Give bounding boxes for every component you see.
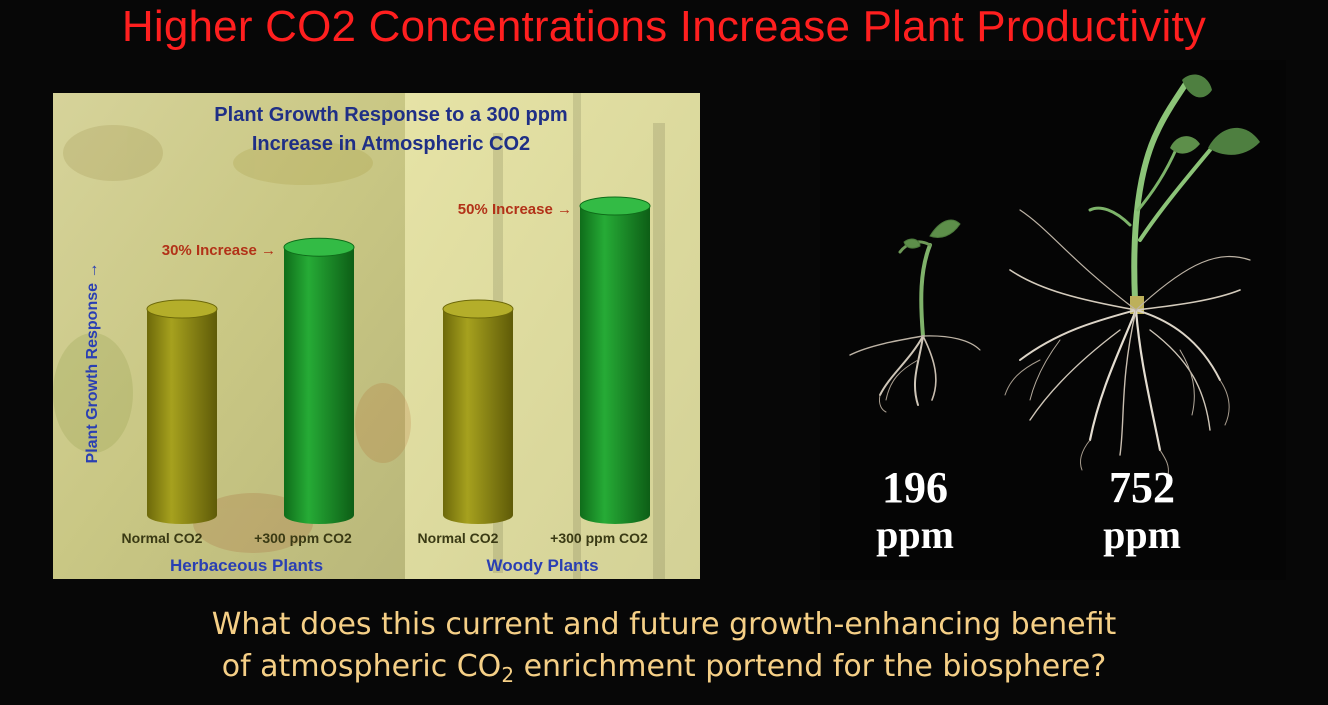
y-axis-label: Plant Growth Response → — [84, 263, 101, 464]
plant-photo-panel: 196 ppm 752 ppm — [820, 60, 1286, 580]
bar-woody-elevated — [579, 196, 651, 524]
slide-title: Higher CO2 Concentrations Increase Plant… — [121, 2, 1207, 51]
increase-annotation-woody: 50% Increase → — [458, 201, 572, 218]
bar-herbaceous-normal — [146, 299, 218, 524]
high-co2-unit: ppm — [1103, 512, 1181, 557]
large-plant-image — [1004, 74, 1260, 476]
bar-chart: Plant Growth Response to a 300 ppm Incre… — [53, 93, 700, 579]
low-co2-value: 196 — [882, 463, 948, 512]
group-label-herbaceous: Herbaceous Plants — [170, 556, 323, 575]
question-text: What does this current and future growth… — [0, 604, 1328, 696]
bar-woody-normal — [442, 299, 514, 524]
category-label-herbaceous-elevated: +300 ppm CO2 — [254, 530, 352, 546]
bar-herbaceous-elevated — [283, 237, 355, 524]
background-texture — [53, 93, 665, 579]
low-co2-unit: ppm — [876, 512, 954, 557]
small-seedling-image — [849, 219, 981, 413]
category-label-herbaceous-normal: Normal CO2 — [122, 530, 203, 546]
chart-title-line1: Plant Growth Response to a 300 ppm — [214, 104, 567, 126]
chart-title-line2: Increase in Atmospheric CO2 — [252, 133, 530, 155]
category-label-woody-normal: Normal CO2 — [418, 530, 499, 546]
increase-annotation-herbaceous: 30% Increase → — [162, 242, 276, 259]
bars-layer — [146, 196, 651, 524]
question-line-2-start: of atmospheric CO — [221, 649, 502, 684]
category-label-woody-elevated: +300 ppm CO2 — [550, 530, 648, 546]
question-line-2-end: enrichment portend for the biosphere? — [514, 649, 1107, 684]
group-label-woody: Woody Plants — [486, 556, 598, 575]
plant-photo: 196 ppm 752 ppm — [849, 74, 1260, 557]
labels-layer: Normal CO2 +300 ppm CO2 30% Increase → Herb… — [122, 201, 648, 575]
co2-subscript: 2 — [501, 663, 515, 687]
chart-panel: Plant Growth Response to a 300 ppm Incre… — [53, 93, 700, 579]
question-line-1: What does this current and future growth… — [211, 607, 1117, 642]
question-line-2: of atmospheric CO2 enrichment portend fo… — [0, 646, 1328, 696]
high-co2-value: 752 — [1109, 463, 1175, 512]
